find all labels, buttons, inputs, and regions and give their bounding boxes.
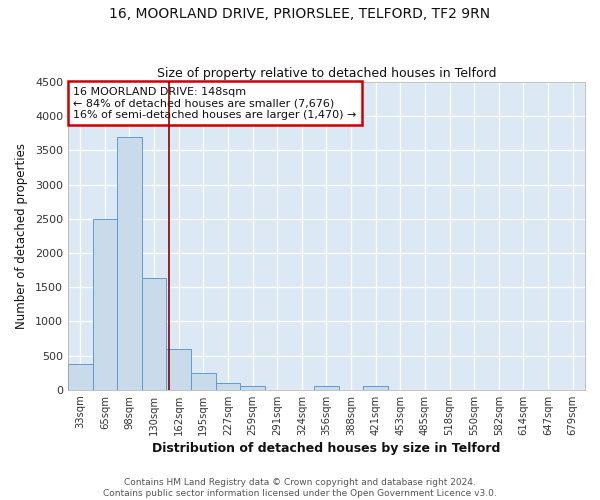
Title: Size of property relative to detached houses in Telford: Size of property relative to detached ho… (157, 66, 496, 80)
Bar (142, 278, 166, 390)
Bar (68, 364, 92, 390)
Bar (314, 386, 339, 390)
Bar (364, 386, 388, 390)
Bar (240, 386, 265, 390)
Bar (215, 382, 240, 390)
Y-axis label: Number of detached properties: Number of detached properties (15, 143, 28, 329)
Text: 16, MOORLAND DRIVE, PRIORSLEE, TELFORD, TF2 9RN: 16, MOORLAND DRIVE, PRIORSLEE, TELFORD, … (109, 8, 491, 22)
Text: 16 MOORLAND DRIVE: 148sqm
← 84% of detached houses are smaller (7,676)
16% of se: 16 MOORLAND DRIVE: 148sqm ← 84% of detac… (73, 86, 356, 120)
Bar (92, 219, 117, 390)
Bar (166, 349, 191, 390)
Bar (117, 137, 142, 390)
Bar (191, 374, 215, 390)
X-axis label: Distribution of detached houses by size in Telford: Distribution of detached houses by size … (152, 442, 500, 455)
Text: Contains HM Land Registry data © Crown copyright and database right 2024.
Contai: Contains HM Land Registry data © Crown c… (103, 478, 497, 498)
